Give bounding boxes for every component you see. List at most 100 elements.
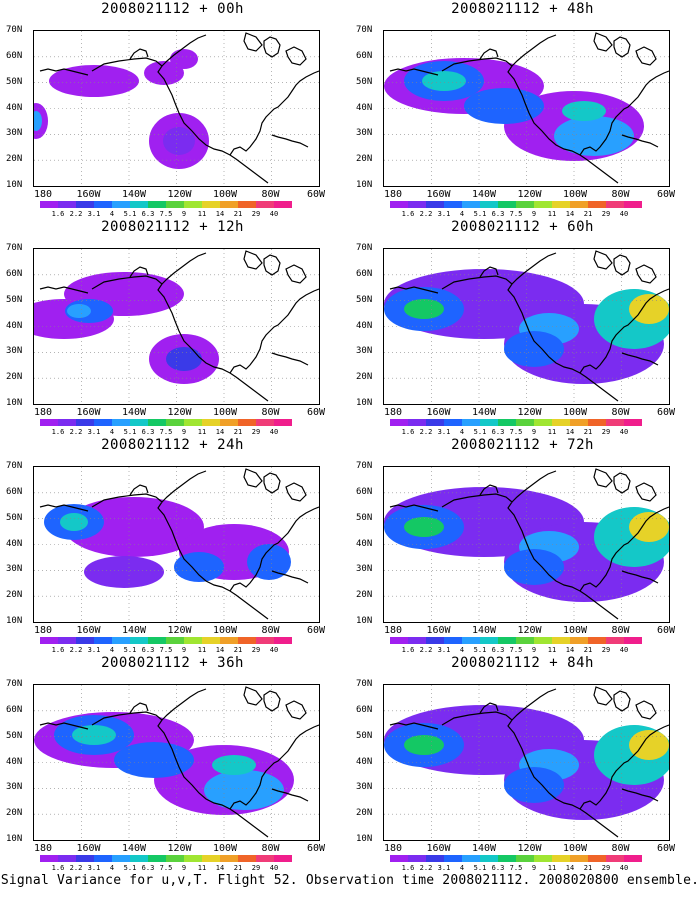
colorbar-swatch [58,201,76,208]
coastline [161,34,207,67]
variance-contour [212,755,256,775]
coastline [613,36,631,58]
colorbar-label: 7.5 [159,428,173,436]
map-panel: 2008021112 + 60h 70N 60N 50N 40N 30N 20N 10N 180… [350,218,695,436]
colorbar-swatch [516,201,534,208]
colorbar-label: 7.5 [509,864,523,872]
latitude-label: 70N [6,461,23,471]
colorbar-swatch [112,419,130,426]
colorbar-swatch [238,637,256,644]
colorbar-swatch [516,637,534,644]
latitude-label: 60N [6,486,23,497]
coastline [39,68,89,76]
latitude-label: 50N [356,512,373,523]
colorbar-label: 6.3 [141,646,155,654]
colorbar-swatch [94,637,112,644]
longitude-label: 180 [33,625,53,636]
colorbar-label: 11 [197,428,207,436]
colorbar-label: 14 [565,428,575,436]
panel-title: 2008021112 + 84h [451,655,594,671]
colorbar-label: 11 [197,864,207,872]
colorbar-swatch [552,419,570,426]
colorbar-label: 3.1 [437,646,451,654]
map-panel: 2008021112 + 24h 70N 60N 50N 40N 30N 20N 10N 180… [0,436,345,654]
variance-contour [464,88,544,124]
coastline [389,68,439,76]
coastline [441,275,619,402]
coastline [613,472,631,494]
colorbar-label: 3.1 [437,428,451,436]
latitude-label: 30N [6,782,23,793]
coastline [593,32,613,52]
latitude-label: 40N [6,538,23,549]
colorbar-swatch [606,201,624,208]
longitude-label: 100W [212,407,238,418]
variance-contour [404,735,444,755]
latitude-label: 40N [6,320,23,331]
colorbar-label: 14 [215,428,225,436]
colorbar-label: 21 [583,210,593,218]
longitude-label: 160W [76,407,101,418]
coastline [593,468,613,488]
longitude-label: 140W [471,407,497,418]
coastline [161,252,207,285]
colorbar-label: 5.1 [123,428,137,436]
colorbar-swatch [426,201,444,208]
colorbar-swatch [570,419,588,426]
longitude-label: 180 [383,189,403,200]
coastline [389,722,439,730]
latitude-label: 40N [356,538,373,549]
colorbar-swatch [274,419,292,426]
colorbar-swatch [256,855,274,862]
coastline [91,57,269,184]
latitude-label: 10N [356,616,373,626]
coastline [389,286,439,294]
latitude-label: 10N [6,398,23,408]
colorbar-label: 4 [459,864,465,872]
variance-map [33,248,320,405]
colorbar-label: 21 [583,646,593,654]
longitude-label: 160W [76,189,101,200]
variance-contour [166,347,202,371]
coastline [229,70,319,156]
colorbar-swatch [184,419,202,426]
variance-contour [170,49,198,69]
longitude-label: 120W [167,407,192,418]
latitude-label: 50N [6,76,23,87]
colorbar-swatch [534,419,552,426]
colorbar-swatch [480,419,498,426]
colorbar-label: 29 [601,428,611,436]
colorbar-swatch [444,855,462,862]
coastline [129,702,149,714]
map-panel: 2008021112 + 00h 70N 60N 50N 40N 30N 20N 10N 180… [0,0,345,218]
colorbar-label: 5.1 [123,210,137,218]
colorbar-swatch [606,419,624,426]
coastline [635,700,657,720]
longitude-label: 140W [121,407,147,418]
coastline [263,36,281,58]
colorbar-swatch [606,637,624,644]
colorbar-label: 7.5 [159,646,173,654]
colorbar-swatch [516,419,534,426]
longitude-label: 140W [121,843,147,854]
colorbar-swatch [40,855,58,862]
coastline [511,34,557,67]
colorbar-swatch [408,419,426,426]
panel-title: 2008021112 + 48h [451,1,594,17]
latitude-label: 50N [356,294,373,305]
colorbar-label: 4 [109,428,115,436]
colorbar-label: 11 [547,428,557,436]
colorbar-swatch [570,855,588,862]
coastline [621,570,659,584]
colorbar-label: 7.5 [509,428,523,436]
latitude-label: 70N [6,25,23,35]
longitude-label: 140W [471,189,497,200]
coastline [91,711,269,838]
coastline [285,482,307,502]
colorbar-label: 7.5 [159,864,173,872]
latitude-label: 20N [356,372,373,383]
colorbar-swatch [498,419,516,426]
coastline [39,286,89,294]
latitude-label: 30N [356,782,373,793]
colorbar-label: 11 [547,210,557,218]
